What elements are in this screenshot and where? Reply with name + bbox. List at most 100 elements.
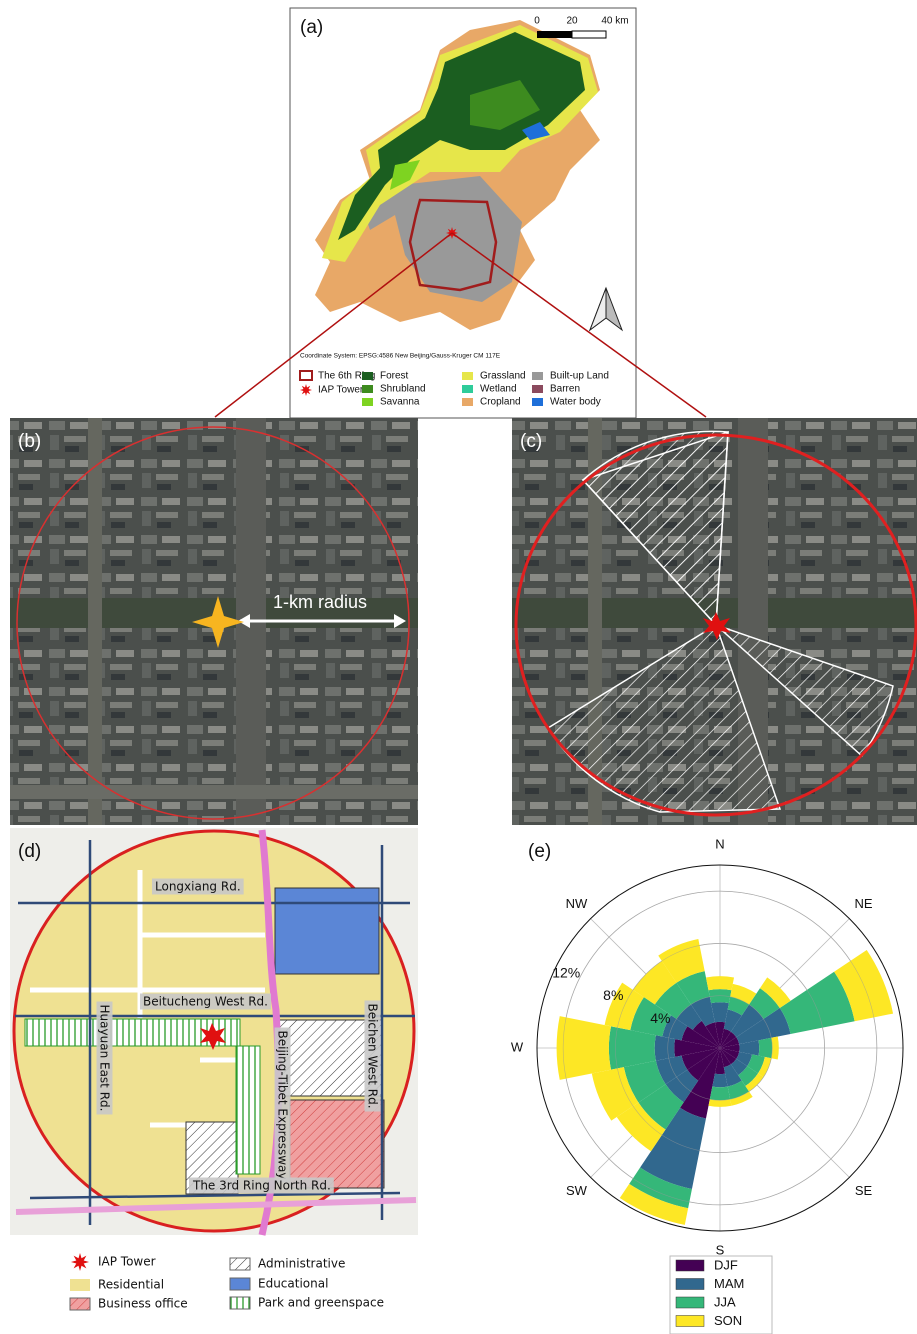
legend-label: Educational bbox=[258, 1277, 328, 1291]
legend-swatch bbox=[69, 1297, 91, 1311]
rose-segment bbox=[711, 1002, 729, 1023]
rose-segment bbox=[759, 977, 791, 1009]
land-cover-map bbox=[315, 20, 600, 330]
legend-swatch bbox=[675, 1315, 705, 1327]
zoom-line bbox=[451, 232, 707, 418]
legend-label: JJA bbox=[714, 1294, 736, 1309]
legend-label: Savanna bbox=[380, 397, 420, 408]
rose-segment bbox=[665, 1069, 699, 1103]
rose-segment bbox=[720, 1048, 731, 1068]
rose-segment bbox=[736, 1051, 753, 1067]
legend-swatch bbox=[532, 372, 543, 380]
rose-segment bbox=[709, 1086, 731, 1101]
legend-label: Forest bbox=[380, 371, 409, 382]
radial-label: 12% bbox=[552, 964, 580, 980]
legend-swatch bbox=[532, 385, 543, 393]
educational-area bbox=[274, 887, 380, 975]
rose-segment bbox=[708, 989, 732, 1004]
rose-segment bbox=[720, 1048, 737, 1065]
panel-label: (e) bbox=[528, 841, 551, 862]
rose-segment bbox=[771, 1036, 779, 1060]
rose-segment bbox=[712, 1073, 728, 1088]
rose-segment bbox=[723, 1064, 742, 1087]
rose-segment bbox=[654, 982, 691, 1019]
region bbox=[338, 32, 585, 240]
legend-label: Administrative bbox=[258, 1257, 345, 1271]
label-background bbox=[152, 878, 244, 895]
rose-segment bbox=[687, 1048, 720, 1081]
rose-segment bbox=[674, 1039, 720, 1057]
direction-label: W bbox=[511, 1039, 524, 1054]
ring-road bbox=[15, 1197, 417, 1215]
north-arrow bbox=[588, 287, 607, 332]
grid-ring bbox=[615, 943, 825, 1153]
legend-swatch bbox=[229, 1257, 251, 1271]
radial-label: 4% bbox=[650, 1010, 670, 1026]
rose-segment bbox=[556, 1016, 612, 1080]
rose-segment bbox=[616, 1102, 666, 1152]
rose-segment bbox=[720, 1028, 731, 1048]
rose-segment bbox=[633, 961, 677, 1005]
panel-label: (b) bbox=[18, 431, 41, 452]
direction-label: SW bbox=[566, 1183, 588, 1198]
rose-segment bbox=[623, 1060, 666, 1103]
rose-segment bbox=[730, 1004, 764, 1038]
rose-segment bbox=[676, 1004, 702, 1030]
legend-label: Shrubland bbox=[380, 384, 426, 395]
direction-label: NW bbox=[566, 896, 588, 911]
rose-segment bbox=[629, 1167, 692, 1209]
zoom-line bbox=[214, 232, 453, 418]
legend-label: Grassland bbox=[480, 371, 526, 382]
legend-label: IAP Tower bbox=[318, 385, 364, 396]
scale-bar bbox=[537, 31, 572, 38]
rose-segment bbox=[676, 971, 710, 1005]
rose-segment bbox=[630, 997, 672, 1037]
panel-label: (c) bbox=[520, 431, 542, 452]
rose-segment bbox=[720, 1044, 740, 1052]
main-road bbox=[29, 1191, 401, 1200]
legend-swatch bbox=[462, 372, 473, 380]
tower-star bbox=[703, 612, 731, 640]
rose-segment bbox=[681, 1048, 720, 1070]
rose-segment bbox=[640, 1107, 706, 1190]
rose-segment bbox=[758, 1056, 772, 1078]
business-area bbox=[289, 1099, 385, 1189]
rose-segment bbox=[727, 996, 750, 1016]
radial-label: 8% bbox=[603, 987, 623, 1003]
rose-segment bbox=[690, 996, 715, 1027]
road-name: Beitucheng West Rd. bbox=[143, 995, 268, 1009]
legend-swatch bbox=[229, 1277, 251, 1291]
legend-swatch bbox=[462, 385, 473, 393]
panel-label: (d) bbox=[18, 841, 41, 862]
rose-segment bbox=[736, 1008, 791, 1045]
road-label: Longxiang Rd. bbox=[152, 878, 244, 895]
sixth-ring bbox=[408, 198, 498, 292]
expressway bbox=[258, 829, 283, 1236]
legend-swatch bbox=[70, 1279, 90, 1291]
grid-ring bbox=[562, 890, 878, 1206]
rose-segment bbox=[749, 988, 780, 1019]
excluded-sector bbox=[581, 430, 729, 627]
rose-segment bbox=[730, 1058, 748, 1076]
main-roads bbox=[15, 840, 415, 1225]
rose-segment bbox=[720, 1031, 737, 1048]
rose-segment bbox=[708, 1099, 732, 1107]
rose-segment bbox=[619, 1183, 689, 1225]
tower-star bbox=[200, 1023, 226, 1050]
region bbox=[522, 122, 550, 140]
legend-swatch bbox=[675, 1259, 705, 1272]
road-label: Beitucheng West Rd. bbox=[140, 993, 271, 1010]
rose-segment bbox=[779, 971, 855, 1034]
road-label: Huayuan East Rd. bbox=[96, 1001, 113, 1115]
rose-segment bbox=[723, 1009, 742, 1032]
park-area bbox=[235, 1045, 261, 1175]
road-name: Beijing-Tibet Expressway bbox=[276, 1030, 290, 1179]
legend: The 6th Ring IAP Tower Forest Shrubland Sava… bbox=[299, 370, 609, 408]
rose-segment bbox=[745, 1073, 764, 1092]
road-name: Longxiang Rd. bbox=[155, 880, 241, 894]
label-background bbox=[140, 993, 271, 1010]
rose-segment bbox=[705, 1022, 720, 1048]
radius-circle bbox=[514, 433, 917, 817]
